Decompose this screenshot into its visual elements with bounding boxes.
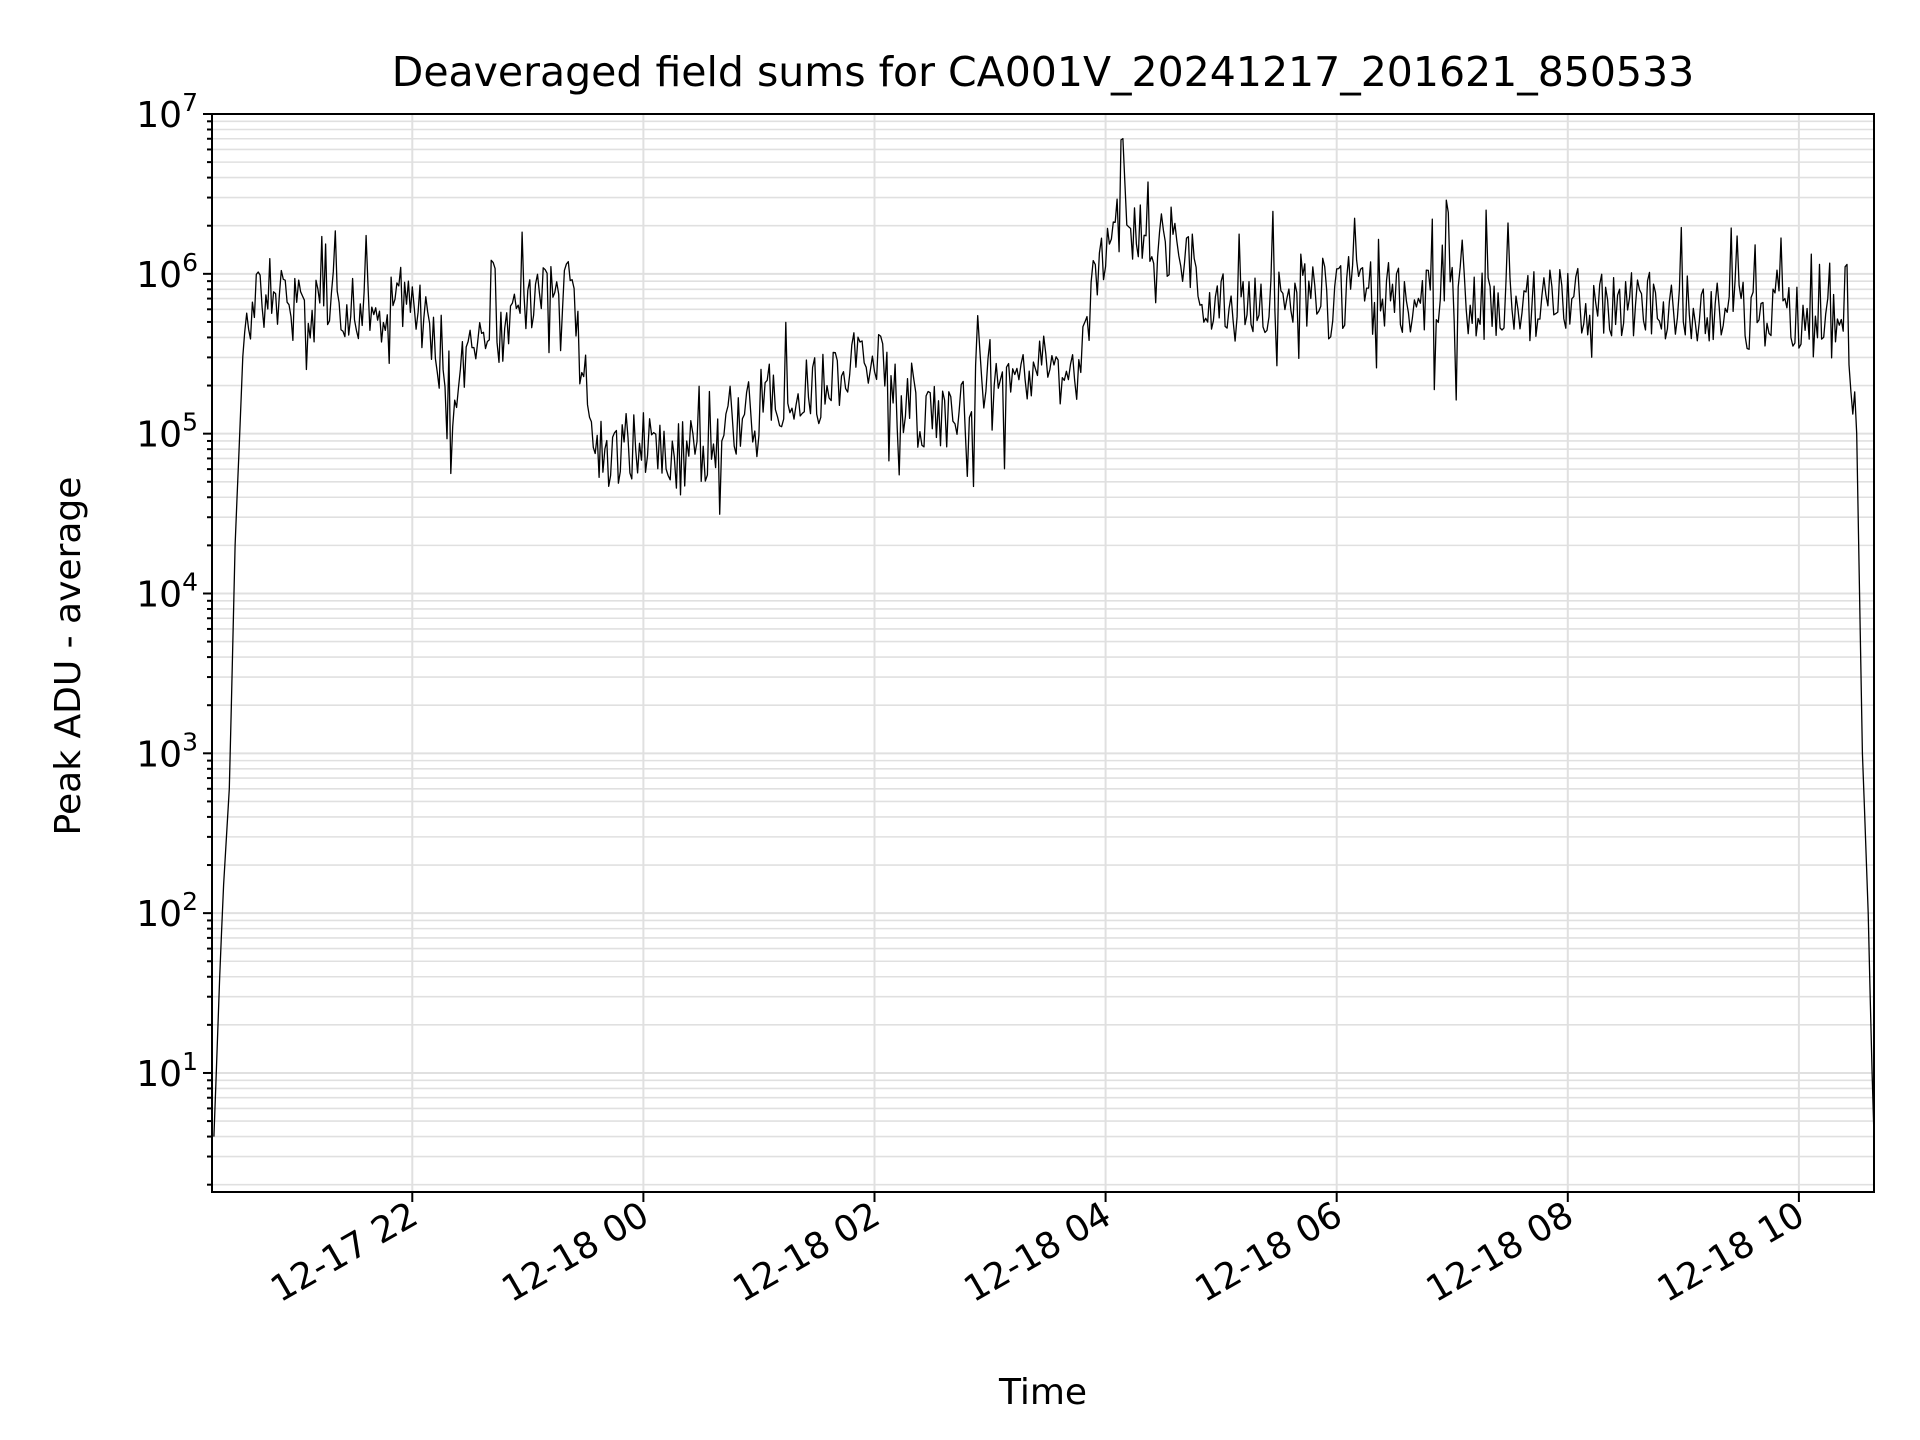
y-tick-label: 103 <box>136 727 198 775</box>
chart-title: Deaveraged field sums for CA001V_2024121… <box>392 48 1694 96</box>
grid <box>212 113 1874 1192</box>
x-axis-label: Time <box>998 1372 1087 1413</box>
series-line <box>213 137 1875 1137</box>
y-tick-label: 102 <box>136 887 198 935</box>
y-axis: 101 102 103 104 105 106 107 <box>136 88 212 1186</box>
y-tick-label: 106 <box>136 248 198 296</box>
y-tick-label: 107 <box>136 88 198 136</box>
series-group <box>213 137 1875 1137</box>
y-tick-label: 105 <box>136 408 198 456</box>
y-tick-label: 101 <box>136 1047 198 1095</box>
y-axis-label: Peak ADU - average <box>48 477 89 836</box>
plot-frame <box>211 113 1875 1193</box>
y-tick-label: 104 <box>136 567 198 615</box>
